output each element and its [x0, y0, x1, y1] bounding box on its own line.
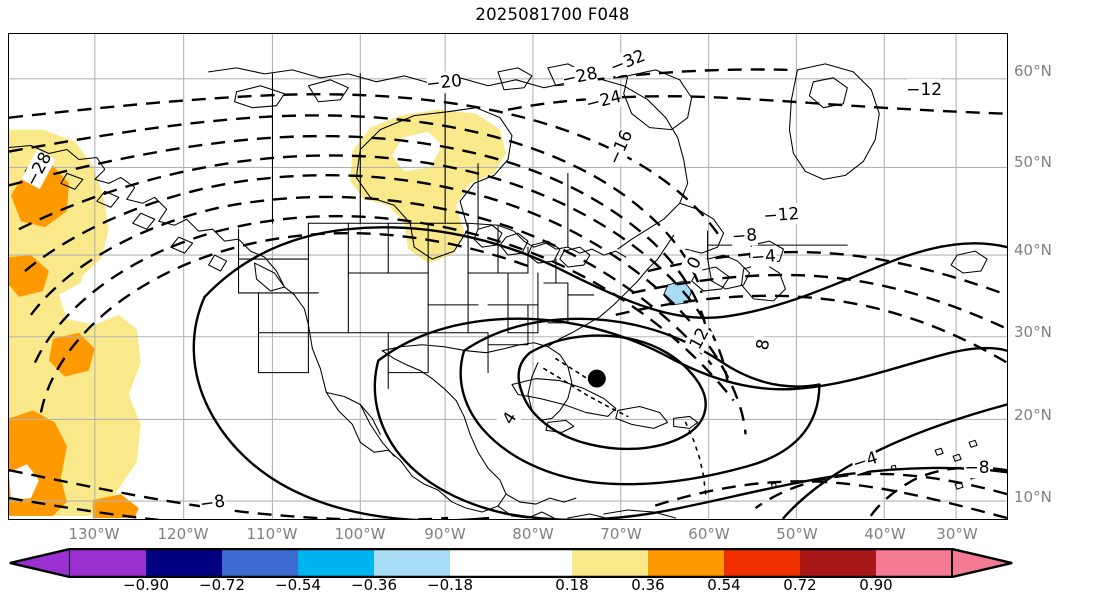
lon-tick-40w: 40°W [864, 525, 906, 543]
lat-tick-10n: 10°N [1014, 488, 1052, 506]
colorbar-band-2 [222, 549, 298, 577]
positive-contours [192, 226, 1007, 519]
coastlines-and-borders [9, 63, 988, 519]
contour-label-n20: −20 [425, 70, 463, 94]
contour-label-n28a: −28 [560, 62, 599, 89]
colorbar-tick-label-2: −0.54 [275, 576, 321, 594]
colorbar[interactable]: −0.90 −0.72 −0.54 −0.36 −0.18 0.18 0.36 … [0, 548, 1105, 615]
colorbar-band-8 [724, 549, 800, 577]
contour-label-n12b: −12 [763, 203, 800, 225]
colorbar-band-3 [298, 549, 374, 577]
colorbar-tick-label-9: 0.90 [859, 576, 893, 594]
colorbar-swatches [9, 548, 1013, 578]
colorbar-band-7 [648, 549, 724, 577]
shade-white-hole-epac [9, 464, 39, 501]
colorbar-tick-label-3: −0.36 [351, 576, 397, 594]
colorbar-tick-label-5: 0.18 [555, 576, 589, 594]
lon-tick-100w: 100°W [334, 525, 386, 543]
page-title: 2025081700 F048 [475, 5, 630, 24]
contour-label-n8a: −8 [731, 224, 757, 246]
negative-contours [9, 68, 1007, 519]
contour-label-n12a: −12 [906, 79, 942, 99]
colorbar-band-5 [450, 549, 572, 577]
lon-tick-90w: 90°W [424, 525, 466, 543]
colorbar-over-arrow [951, 548, 1013, 578]
lat-tick-50n: 50°N [1014, 153, 1052, 171]
lon-tick-130w: 130°W [68, 525, 120, 543]
shade-orange-epac-1 [9, 255, 49, 297]
colorbar-band-10 [876, 549, 952, 577]
contour-label-n24: −24 [584, 86, 624, 114]
lon-tick-60w: 60°W [688, 525, 730, 543]
contour-label-n8c: −8 [199, 490, 227, 513]
lon-tick-50w: 50°W [776, 525, 818, 543]
contour-label-p8: 8 [752, 337, 774, 352]
colorbar-band-0 [70, 549, 146, 577]
map-plot-area[interactable]: −20 −28 −32 −24 −16 −28 −12 −12 −8 −4 0 … [8, 33, 1008, 520]
map-canvas: −20 −28 −32 −24 −16 −28 −12 −12 −8 −4 0 … [9, 34, 1007, 519]
shade-yellow-hudson-bay [350, 109, 507, 264]
lat-tick-20n: 20°N [1014, 406, 1052, 424]
colorbar-tick-label-4: −0.18 [427, 576, 473, 594]
colorbar-outline [9, 548, 1013, 578]
colorbar-band-4 [374, 549, 450, 577]
colorbar-band-6 [572, 549, 648, 577]
lon-tick-110w: 110°W [246, 525, 298, 543]
contour-label-n4a: −4 [750, 245, 776, 267]
shade-blue-bermuda [663, 280, 693, 306]
lat-tick-30n: 30°N [1014, 323, 1052, 341]
colorbar-tick-label-7: 0.54 [707, 576, 741, 594]
colorbar-band-1 [146, 549, 222, 577]
lon-tick-30w: 30°W [936, 525, 978, 543]
contour-label-n8b: −8 [965, 457, 990, 477]
lat-tick-40n: 40°N [1014, 241, 1052, 259]
colorbar-tick-label-8: 0.72 [783, 576, 817, 594]
colorbar-tick-label-0: −0.90 [123, 576, 169, 594]
colorbar-band-9 [800, 549, 876, 577]
lon-tick-70w: 70°W [600, 525, 642, 543]
colorbar-tick-label-6: 0.36 [631, 576, 665, 594]
shaded-anomaly-field [9, 109, 693, 519]
lon-tick-80w: 80°W [512, 525, 554, 543]
colorbar-tick-label-1: −0.72 [199, 576, 245, 594]
lat-tick-60n: 60°N [1014, 62, 1052, 80]
colorbar-under-arrow [9, 548, 71, 578]
lon-tick-120w: 120°W [157, 525, 209, 543]
storm-center-marker[interactable] [587, 369, 606, 388]
